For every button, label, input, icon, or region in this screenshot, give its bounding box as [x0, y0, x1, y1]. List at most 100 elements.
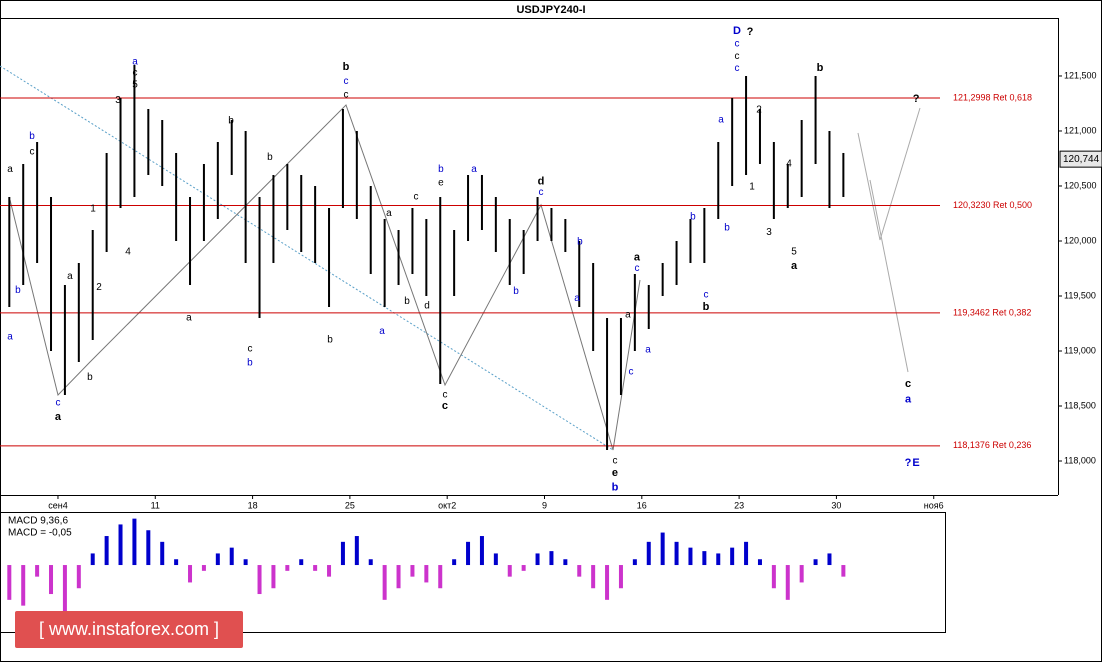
wave-label: a: [7, 164, 13, 175]
macd-bar: [702, 551, 707, 566]
macd-bar: [549, 551, 554, 566]
x-tick-label: 9: [542, 500, 547, 510]
wave-label: 1: [749, 182, 755, 193]
macd-bar: [785, 565, 790, 600]
x-tick-label: сен4: [48, 500, 67, 510]
macd-bar: [438, 565, 443, 589]
wave-label: c: [612, 456, 617, 467]
wave-label: 3: [115, 95, 121, 106]
wave-label: b: [404, 296, 410, 307]
wave-label: b: [228, 116, 234, 127]
wave-label: c: [343, 89, 348, 100]
macd-bar: [479, 536, 484, 566]
wave-label: d: [538, 175, 545, 187]
trend-line: [0, 65, 614, 451]
y-tick-label: 120,000: [1064, 235, 1097, 245]
wave-label: ?: [913, 93, 920, 105]
macd-bar: [452, 559, 457, 566]
x-tick-label: 16: [637, 500, 647, 510]
macd-bar: [327, 565, 332, 577]
wave-label: b: [612, 481, 619, 493]
macd-bar: [368, 559, 373, 566]
macd-bar: [7, 565, 12, 600]
wave-label: a: [718, 115, 724, 126]
macd-panel: [0, 512, 946, 633]
projection-line: [857, 107, 921, 241]
wave-label: b: [690, 211, 696, 222]
watermark: [ www.instaforex.com ]: [39, 619, 219, 639]
wave-label: b: [29, 131, 35, 142]
macd-bar: [160, 541, 165, 566]
macd-bar: [813, 559, 818, 566]
macd-bar: [730, 547, 735, 566]
current-price-box: [1059, 150, 1102, 168]
macd-bar: [132, 518, 137, 566]
macd-bar: [771, 565, 776, 589]
macd-bar: [744, 541, 749, 566]
macd-bar: [201, 565, 206, 571]
macd-bar: [563, 559, 568, 566]
wave-label: 2: [96, 282, 102, 293]
macd-bar: [410, 565, 415, 577]
macd-bar: [799, 565, 804, 583]
wave-label: ?: [905, 457, 912, 469]
current-price-label: 120,744: [1063, 154, 1100, 165]
wave-label: c: [442, 400, 448, 412]
wave-label: b: [817, 62, 824, 74]
macd-bar: [716, 553, 721, 566]
wave-label: c: [247, 343, 252, 354]
macd-bar: [21, 565, 26, 606]
wave-label: a: [386, 208, 392, 219]
wave-label: E: [912, 457, 919, 469]
macd-bar: [62, 565, 67, 612]
macd-bar: [285, 565, 290, 571]
wave-label: 5: [132, 79, 138, 90]
macd-bar: [827, 553, 832, 566]
wave-label: e: [438, 177, 444, 188]
macd-bar: [146, 530, 151, 566]
wave-label: b: [577, 237, 583, 248]
wave-label: c: [29, 147, 34, 158]
wave-label: c: [735, 63, 740, 74]
wave-label: b: [247, 358, 253, 369]
wave-label: a: [574, 293, 580, 304]
y-tick-label: 118,000: [1064, 455, 1096, 465]
macd-bar: [382, 565, 387, 600]
x-tick-label: 11: [151, 500, 160, 510]
wave-label: a: [471, 164, 477, 175]
level-label: 119,3462 Ret 0,382: [953, 307, 1031, 317]
wave-label: a: [905, 393, 912, 405]
wave-label: 4: [125, 247, 131, 258]
y-tick-label: 121,500: [1064, 70, 1097, 80]
wave-label: e: [612, 467, 618, 479]
x-tick-label: 30: [831, 500, 841, 510]
wave-label: b: [438, 164, 444, 175]
macd-bar: [118, 524, 123, 566]
wave-label: c: [634, 263, 639, 274]
x-tick-label: 18: [248, 500, 258, 510]
wave-label: c: [442, 390, 447, 401]
macd-bar: [35, 565, 40, 577]
macd-bar: [76, 565, 81, 589]
level-label: 118,1376 Ret 0,236: [953, 440, 1031, 450]
macd-bar: [257, 565, 262, 595]
macd-bar: [632, 559, 637, 566]
macd-bar: [354, 536, 359, 566]
macd-bar: [313, 565, 318, 571]
macd-bar: [841, 565, 846, 577]
wave-label: ?: [747, 26, 754, 38]
macd-bar: [688, 547, 693, 566]
macd-bar: [660, 532, 665, 566]
macd-bar: [340, 541, 345, 566]
wave-label: a: [625, 309, 631, 320]
macd-bar: [299, 559, 304, 566]
wave-label: c: [343, 76, 348, 87]
wave-label: c: [735, 51, 740, 62]
x-tick-label: 25: [345, 500, 355, 510]
wave-label: b: [15, 285, 21, 296]
wave-label: D: [733, 25, 741, 37]
level-label: 120,3230 Ret 0,500: [953, 200, 1032, 210]
macd-bar: [521, 565, 526, 571]
macd-bar: [271, 565, 276, 589]
